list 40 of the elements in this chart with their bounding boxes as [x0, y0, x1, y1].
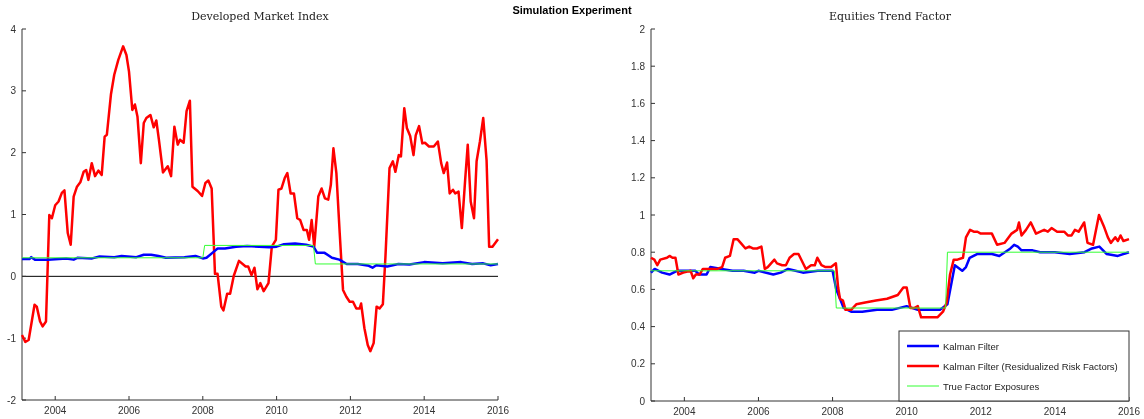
x-tick-label: 2008	[821, 406, 845, 417]
x-tick-label: 2016	[1117, 406, 1141, 417]
x-tick-label: 2006	[117, 405, 141, 416]
legend-label: True Factor Exposures	[943, 381, 1040, 392]
y-tick-label: 0.8	[631, 246, 646, 258]
x-tick-label: 2014	[1043, 406, 1067, 417]
line-series	[20, 45, 500, 353]
x-tick-label: 2016	[486, 405, 510, 416]
chart-title: Equities Trend Factor	[829, 10, 952, 23]
x-tick-label: 2004	[44, 405, 67, 416]
x-tick-label: 2012	[339, 405, 362, 416]
y-tick-label: 2	[639, 23, 646, 35]
y-tick-label: 0	[10, 270, 17, 282]
x-tick-label: 2012	[969, 406, 993, 417]
x-tick-label: 2010	[265, 405, 289, 416]
y-tick-label: 2	[10, 147, 17, 159]
y-tick-label: 0.6	[631, 283, 646, 295]
x-tick-label: 2010	[895, 406, 919, 417]
y-tick-label: 1	[10, 209, 17, 220]
y-tick-label: 1.6	[631, 97, 646, 109]
y-tick-label: 3	[10, 85, 17, 97]
line-series	[649, 213, 1131, 319]
chart-title: Developed Market Index	[191, 10, 330, 23]
x-tick-label: 2014	[413, 405, 436, 416]
y-tick-label: 1.8	[631, 60, 646, 72]
y-tick-label: -1	[7, 332, 17, 344]
y-tick-label: 1.2	[631, 172, 646, 184]
y-tick-label: 0.2	[631, 358, 646, 370]
x-tick-label: 2004	[673, 406, 696, 417]
text: Simulation Experiment	[512, 4, 632, 16]
y-tick-label: 0	[639, 395, 646, 407]
legend-label: Kalman Filter	[943, 341, 999, 352]
legend-label: Kalman Filter (Residualized Risk Factors)	[943, 361, 1118, 372]
y-tick-label: 0.4	[631, 321, 646, 333]
x-tick-label: 2006	[747, 406, 771, 417]
y-tick-label: 1	[639, 209, 646, 221]
y-tick-label: 4	[10, 23, 17, 35]
x-tick-label: 2008	[191, 405, 215, 416]
y-tick-label: -2	[7, 394, 17, 406]
y-tick-label: 1.4	[631, 135, 646, 147]
